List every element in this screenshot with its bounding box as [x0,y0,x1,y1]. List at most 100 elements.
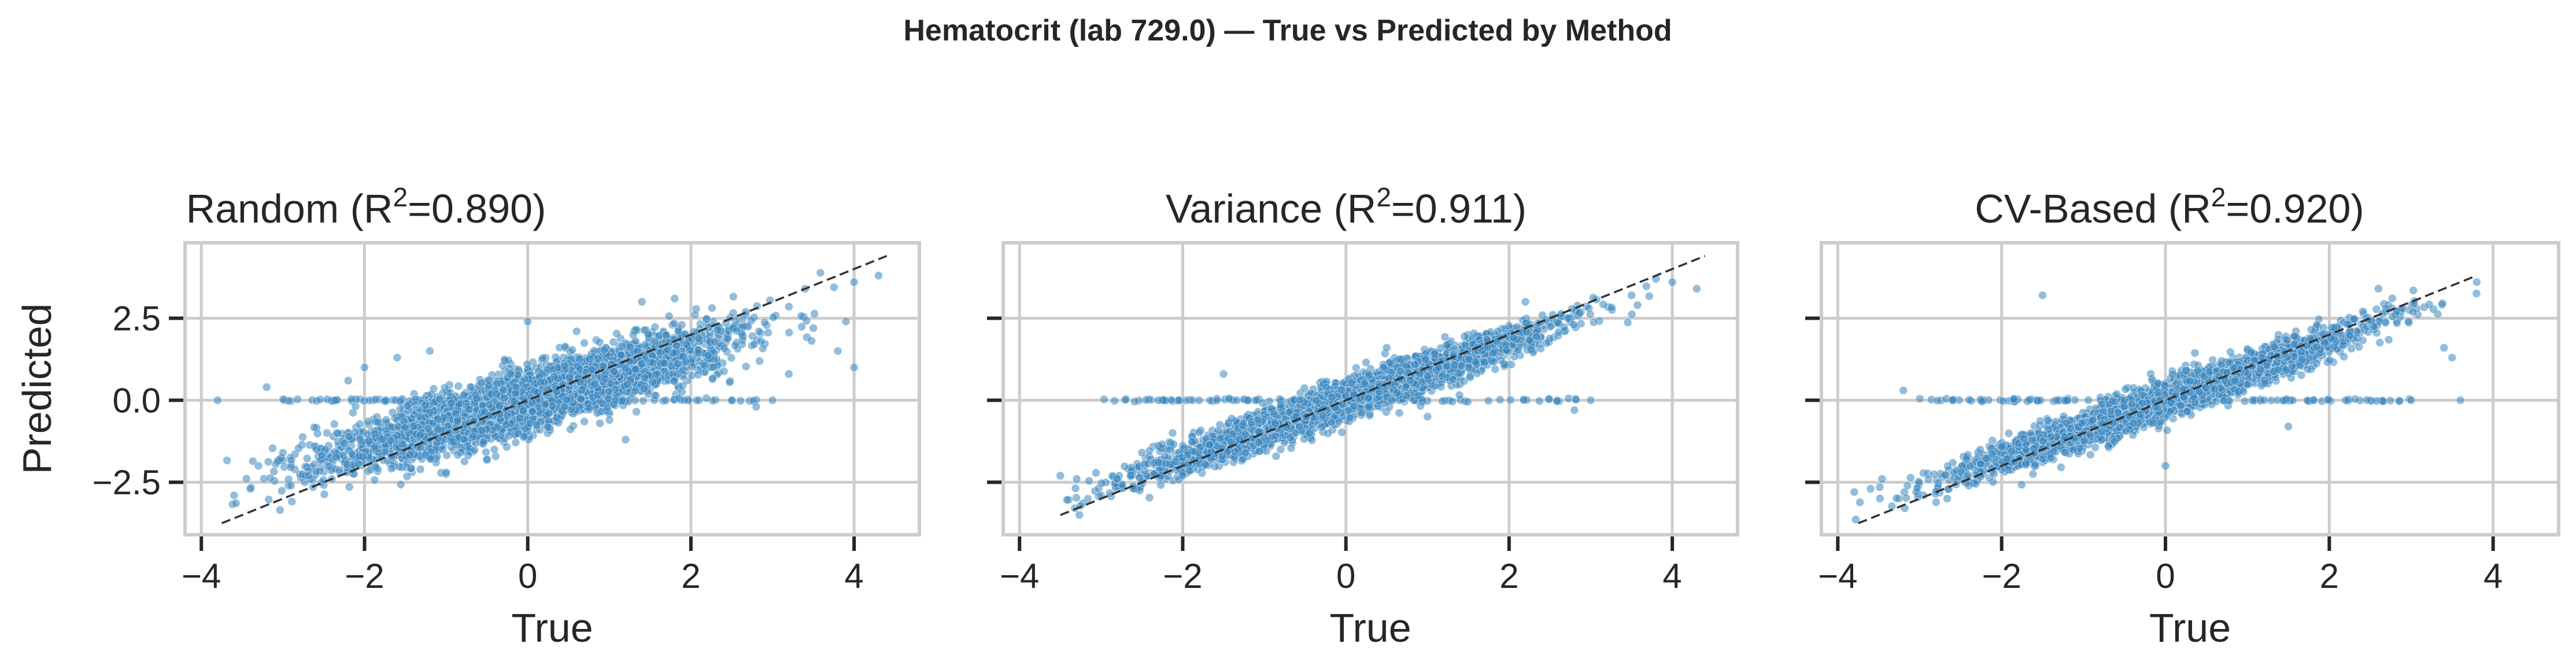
data-point [730,341,740,350]
data-point [630,386,640,395]
data-point [345,432,353,441]
data-point [704,351,712,360]
data-point [317,450,326,460]
reference-line [221,255,888,524]
data-point [802,316,811,325]
data-point [542,410,551,420]
data-point [435,394,444,404]
data-point [568,346,577,354]
data-point [640,373,649,382]
data-point [246,484,255,493]
data-point [355,420,364,428]
data-point [692,396,701,405]
data-point [1623,318,1632,327]
data-point [278,448,287,457]
data-point [625,342,634,351]
x-tick-label: −2 [345,557,384,595]
data-point [764,328,773,337]
data-point [637,297,646,306]
data-point [449,438,458,446]
data-point [511,438,520,447]
data-point [532,420,541,430]
data-point [552,387,561,396]
data-point [423,424,433,433]
data-point [343,376,353,385]
panel-title: Variance (R2=0.911) [1166,182,1527,231]
data-point [355,435,364,444]
data-point [732,327,741,335]
data-point [807,336,816,345]
data-point [370,442,379,451]
data-point [502,411,512,420]
data-point [849,363,859,372]
data-point [727,353,736,362]
data-point [469,432,478,441]
data-point [416,431,425,439]
y-tick-label: 2.5 [113,299,161,338]
scatter-points [213,268,883,514]
data-point [785,328,794,337]
data-point [797,322,806,331]
data-point [378,435,387,443]
data-point [1072,493,1081,502]
data-point [380,397,390,406]
data-point [784,369,793,379]
data-point [600,371,609,379]
data-point [809,324,818,332]
data-point [409,410,419,419]
data-point [396,480,405,489]
data-point [621,435,630,444]
data-point [729,309,738,317]
data-point [323,395,332,404]
data-point [265,473,275,483]
data-point [393,353,402,362]
data-point [309,423,319,432]
data-point [498,361,507,370]
data-point [1484,396,1493,405]
data-point [549,365,558,374]
data-point [304,471,313,480]
data-point [254,461,263,471]
data-point [1362,358,1370,367]
data-point [672,341,681,350]
data-point [402,459,412,468]
data-point [727,396,736,405]
data-point [294,444,303,453]
data-point [747,316,756,325]
data-point [433,414,442,424]
data-point [374,418,383,427]
data-point [560,361,569,371]
data-point [500,394,509,403]
data-point [490,445,499,454]
data-point [729,292,738,301]
data-point [609,338,618,347]
data-point [426,454,435,464]
data-point [332,453,341,462]
x-tick-label: 0 [518,557,537,595]
data-point [611,396,620,405]
data-point [1092,468,1100,477]
x-axis-label: True [511,605,593,650]
data-point [230,491,239,500]
data-point [596,419,604,428]
data-point [442,468,450,477]
x-tick-label: 4 [844,557,863,595]
data-point [580,417,589,426]
data-point [366,465,375,474]
data-point [618,342,627,351]
data-point [874,271,883,280]
data-point [324,462,334,471]
data-point [499,385,508,394]
data-point [593,354,603,363]
data-point [398,439,406,449]
data-point [470,445,479,454]
figure-suptitle: Hematocrit (lab 729.0) — True vs Predict… [903,14,1672,47]
data-point [663,345,672,354]
data-point [720,344,729,353]
data-point [335,465,344,475]
data-point [661,331,671,340]
data-point [459,391,468,399]
data-point [347,394,356,404]
data-point [694,334,703,343]
